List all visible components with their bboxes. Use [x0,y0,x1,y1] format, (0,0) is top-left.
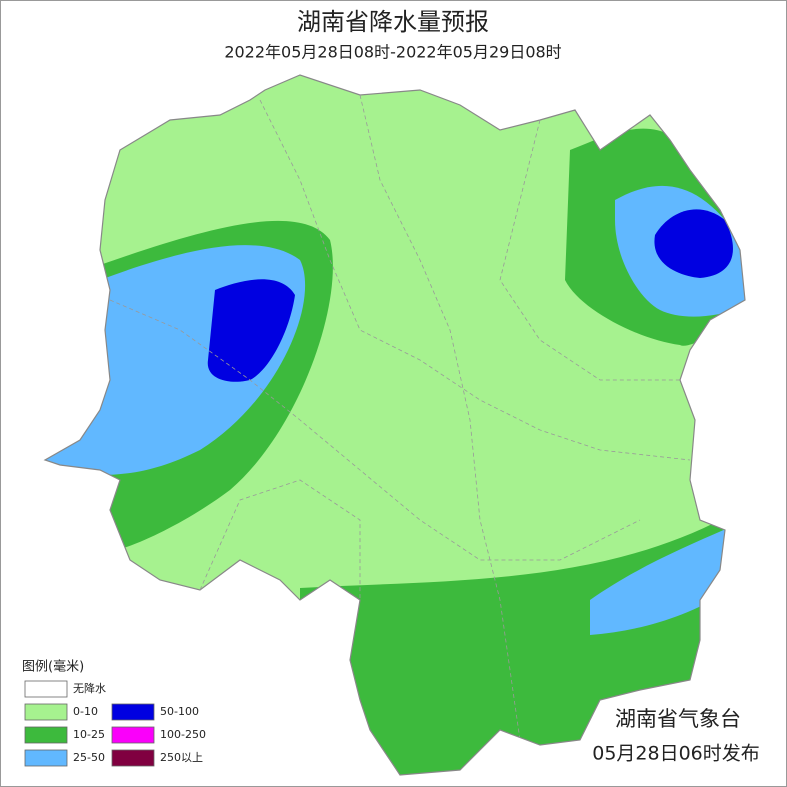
rain-zone [654,209,733,278]
rain-zone [207,279,295,382]
legend-title: 图例(毫米) [22,659,84,675]
issue-time: 05月28日06时发布 [592,743,760,765]
map-title: 湖南省降水量预报 [297,8,489,36]
legend-label: 100-250 [160,728,206,741]
legend-swatch [111,703,155,721]
legend-swatch [24,749,68,767]
legend-swatch [24,680,68,698]
legend-label: 50-100 [160,705,199,718]
map-subtitle: 2022年05月28日08时-2022年05月29日08时 [224,43,561,62]
legend-label: 无降水 [73,681,106,695]
legend-label: 10-25 [73,728,105,741]
issuer: 湖南省气象台 [615,707,741,731]
legend-swatch [24,726,68,744]
legend-label: 0-10 [73,705,98,718]
legend-swatch [111,726,155,744]
legend-label: 25-50 [73,751,105,764]
legend-swatch [111,749,155,767]
county-borders [109,94,691,741]
legend-swatch [24,703,68,721]
rain-zone [590,525,745,635]
legend: 无降水 0-10 10-25 25-50 50-100 100-250 250以上 [24,680,206,767]
legend-label: 250以上 [160,751,203,764]
